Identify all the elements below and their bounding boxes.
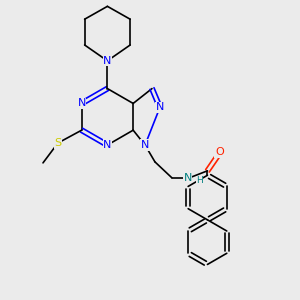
Text: N: N [103,140,112,150]
Text: N: N [184,173,192,183]
Text: N: N [77,98,86,108]
Text: N: N [141,140,149,150]
Text: O: O [215,147,224,157]
Text: N: N [156,102,164,112]
Text: H: H [196,176,203,185]
Text: N: N [103,56,112,66]
Text: S: S [54,138,61,148]
